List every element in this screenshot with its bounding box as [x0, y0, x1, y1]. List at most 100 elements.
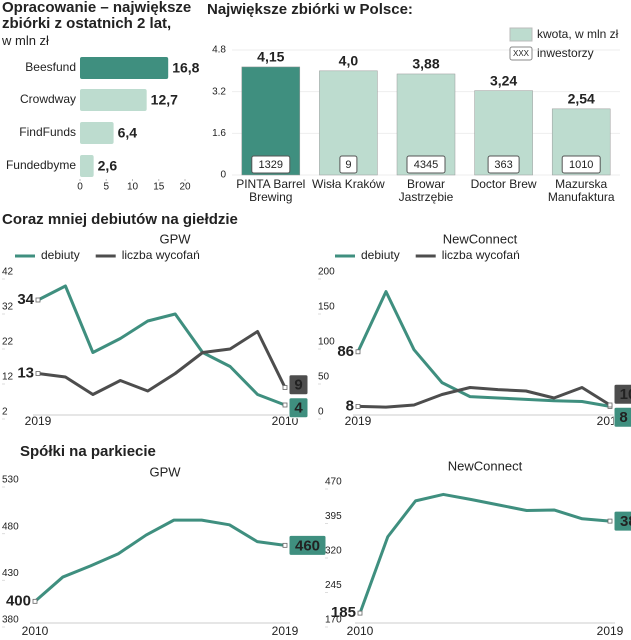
legend-label: debiuty	[361, 248, 400, 262]
investor-box	[406, 155, 446, 174]
legend-label: liczba wycofań	[122, 248, 200, 262]
x-tick-label: 15	[153, 182, 165, 193]
investor-label: 9	[345, 159, 351, 171]
category-label: Crowdway	[20, 92, 76, 106]
y-tick-label: 530	[2, 475, 19, 486]
x-tick-label: 2010	[347, 624, 374, 638]
y-tick-label: 3.2	[212, 86, 226, 97]
y-tick-label: 320	[325, 546, 342, 557]
investor-box	[251, 155, 291, 174]
end-point	[282, 542, 288, 548]
x-tick-label: 10	[127, 182, 139, 193]
category-label: Fundedbyme	[6, 158, 76, 172]
first-value-label: 8	[346, 397, 354, 414]
x-tick-label: 2010	[22, 624, 49, 638]
chart-title: NewConnect	[448, 458, 523, 473]
section-title: Coraz mniej debiutów na giełdzie	[2, 211, 238, 228]
legend-label: kwota, w mln zł	[537, 27, 619, 41]
first-value-label: 86	[337, 343, 354, 360]
end-point	[282, 385, 288, 390]
value-label: 2,6	[98, 158, 118, 174]
chart-title: GPW	[149, 464, 181, 479]
x-tick-label: 5	[103, 182, 109, 193]
series-line	[37, 330, 287, 396]
value-label: 12,7	[151, 92, 178, 108]
end-point	[607, 518, 613, 524]
chart-title: NewConnect	[443, 231, 518, 246]
y-tick-label: 50	[318, 372, 330, 383]
end-point	[35, 297, 41, 303]
end-point	[355, 403, 361, 409]
series-line	[34, 518, 286, 603]
legend-label: debiuty	[41, 248, 80, 262]
last-value-label: 8	[619, 409, 627, 426]
value-label: 2,54	[568, 91, 595, 107]
value-label: 16,8	[172, 60, 199, 76]
end-point	[607, 402, 613, 408]
x-tick-label: 2019	[597, 624, 624, 638]
y-tick-label: 0	[318, 407, 324, 418]
investor-label: 1010	[569, 159, 593, 171]
first-value-label: 400	[6, 592, 31, 609]
last-value-label: 10	[620, 386, 631, 403]
y-tick-label: 42	[2, 267, 14, 278]
category-label: Wisła Kraków	[312, 177, 385, 191]
bar	[80, 89, 147, 111]
y-tick-label: 430	[2, 568, 19, 579]
series-line	[357, 386, 611, 409]
legend-sample: XXX	[513, 49, 530, 58]
category-label: Mazurska Manufaktura	[547, 177, 615, 204]
y-tick-label: 1.6	[212, 128, 226, 139]
first-value-label: 13	[17, 364, 34, 381]
y-tick-label: 100	[318, 337, 335, 348]
investor-label: 4345	[414, 159, 438, 171]
value-label: 3,88	[412, 56, 439, 72]
value-label: 4,15	[257, 49, 284, 65]
bar	[80, 155, 94, 177]
x-tick-label: 2019	[25, 414, 52, 428]
y-tick-label: 200	[318, 267, 335, 278]
category-label: FindFunds	[19, 125, 76, 139]
series-line	[358, 492, 611, 614]
end-point	[282, 402, 288, 408]
legend-swatch	[509, 27, 533, 42]
end-point	[355, 349, 361, 355]
last-value-label: 9	[294, 377, 302, 394]
y-tick-label: 150	[318, 302, 335, 313]
series-line	[356, 290, 611, 408]
x-tick-label: 2019	[345, 414, 372, 428]
category-label: PINTA Barrel Brewing	[236, 177, 306, 204]
legend-label: liczba wycofań	[442, 248, 520, 262]
series-line	[37, 284, 286, 407]
y-tick-label: 395	[325, 511, 342, 522]
x-tick-label: 2019	[272, 624, 299, 638]
investor-label: 1329	[259, 159, 283, 171]
end-point	[35, 371, 41, 376]
investor-label: 363	[494, 159, 512, 171]
investor-box	[561, 155, 601, 174]
first-value-label: 185	[331, 604, 356, 621]
y-tick-label: 380	[2, 615, 19, 626]
y-tick-label: 32	[2, 302, 14, 313]
bar	[80, 57, 169, 79]
legend-swatch	[509, 46, 533, 61]
legend-label: inwestorzy	[537, 46, 594, 60]
y-tick-label: 0	[220, 170, 226, 181]
last-value-box	[613, 383, 631, 405]
y-tick-label: 245	[325, 580, 342, 591]
last-value-label: 385	[620, 513, 631, 530]
chart-title: Opracowanie – największe zbiórki z ostat…	[2, 0, 192, 32]
chart-title: Największe zbiórki w Polsce:	[207, 1, 413, 18]
value-label: 3,24	[490, 72, 517, 88]
category-label: Doctor Brew	[470, 177, 537, 191]
category-label: Beesfund	[25, 60, 76, 74]
last-value-box	[288, 374, 309, 396]
last-value-box	[613, 510, 631, 532]
chart-title: GPW	[159, 231, 191, 246]
x-tick-label: 20	[179, 182, 191, 193]
first-value-label: 34	[17, 291, 34, 308]
chart-subtitle: w mln zł	[2, 33, 49, 48]
last-value-box	[288, 534, 327, 556]
